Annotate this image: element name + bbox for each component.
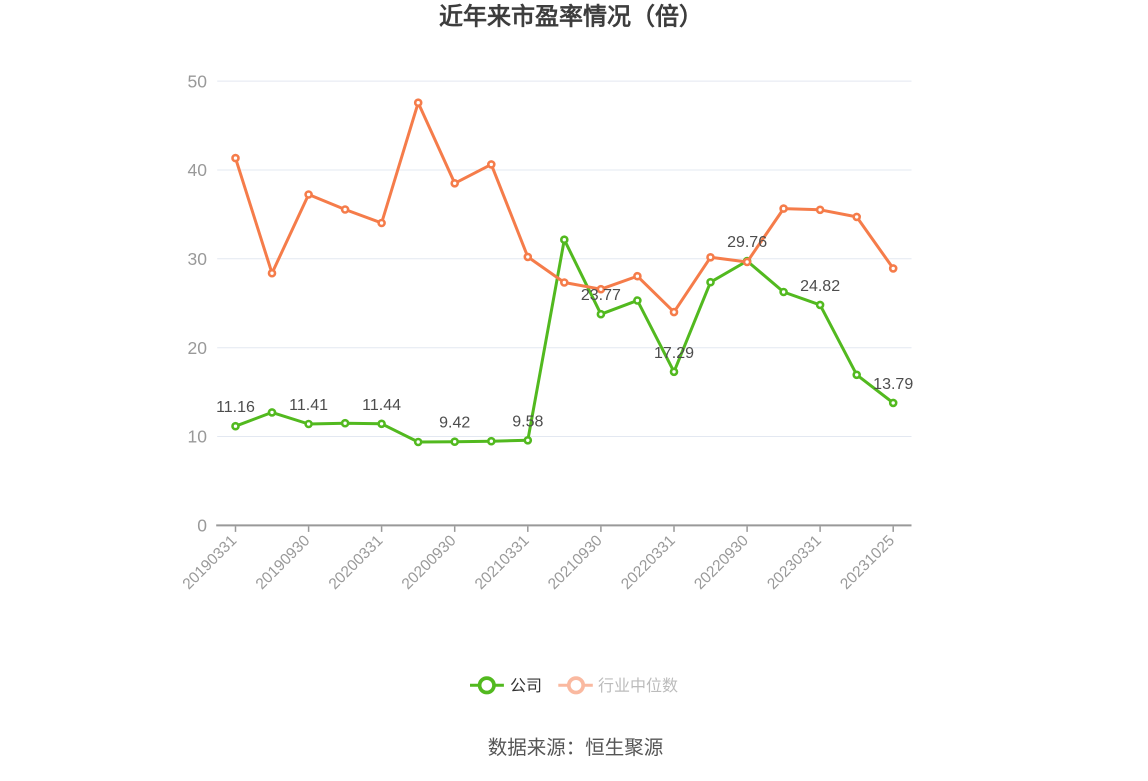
svg-text:数据来源：恒生聚源: 数据来源：恒生聚源	[488, 737, 664, 759]
svg-text:23.77: 23.77	[581, 287, 621, 304]
svg-text:20210331: 20210331	[472, 532, 533, 593]
svg-text:0: 0	[197, 516, 207, 536]
svg-text:30: 30	[188, 249, 208, 269]
svg-text:11.44: 11.44	[362, 397, 401, 414]
svg-text:11.41: 11.41	[289, 397, 328, 414]
svg-text:20220331: 20220331	[618, 532, 679, 593]
svg-text:50: 50	[188, 71, 208, 91]
svg-text:10: 10	[188, 427, 208, 447]
svg-text:20190930: 20190930	[253, 532, 314, 593]
svg-text:40: 40	[188, 160, 208, 180]
svg-text:近年来市盈率情况（倍）: 近年来市盈率情况（倍）	[439, 2, 703, 30]
svg-text:公司: 公司	[510, 678, 542, 695]
svg-text:20: 20	[188, 338, 208, 358]
svg-text:20210930: 20210930	[545, 532, 606, 593]
svg-text:11.16: 11.16	[216, 399, 255, 416]
svg-text:20220930: 20220930	[691, 532, 752, 593]
svg-text:20231025: 20231025	[837, 532, 898, 593]
svg-text:29.76: 29.76	[727, 234, 767, 251]
svg-text:20200930: 20200930	[399, 532, 460, 593]
svg-text:9.42: 9.42	[439, 415, 470, 432]
svg-text:20190331: 20190331	[180, 532, 241, 593]
svg-text:20200331: 20200331	[326, 532, 387, 593]
svg-text:行业中位数: 行业中位数	[598, 677, 678, 695]
svg-text:13.79: 13.79	[873, 376, 913, 393]
svg-text:24.82: 24.82	[800, 278, 840, 295]
svg-text:20230331: 20230331	[764, 532, 825, 593]
svg-text:9.58: 9.58	[512, 413, 543, 430]
svg-text:17.29: 17.29	[654, 345, 694, 362]
